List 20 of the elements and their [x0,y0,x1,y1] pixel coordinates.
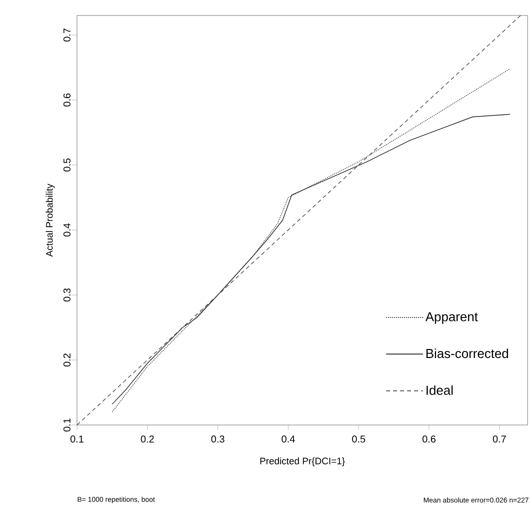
y-tick-label: 0.6 [63,93,70,107]
y-axis-title: Actual Probability [46,184,55,257]
y-tick-label: 0.3 [63,288,70,302]
x-tick-label: 0.5 [352,436,366,443]
y-tick-label: 0.4 [63,223,70,237]
x-tick-label: 0.3 [211,436,224,443]
legend-label: Ideal [426,385,453,395]
x-tick-label: 0.1 [70,436,84,443]
line-series [112,114,510,405]
x-tick-label: 0.2 [140,436,154,443]
legend-label: Bias-corrected [426,348,508,358]
y-tick-label: 0.1 [63,418,70,432]
y-tick-label: 0.2 [63,354,70,367]
x-tick-label: 0.7 [492,436,506,443]
x-tick-label: 0.4 [282,436,295,443]
legend-label: Apparent [425,312,478,324]
y-tick-label: 0.7 [63,28,70,42]
y-tick-label: 0.5 [63,158,70,172]
x-axis-title: Predicted Pr{DCI=1} [260,457,345,466]
x-tick-label: 0.6 [422,436,436,443]
